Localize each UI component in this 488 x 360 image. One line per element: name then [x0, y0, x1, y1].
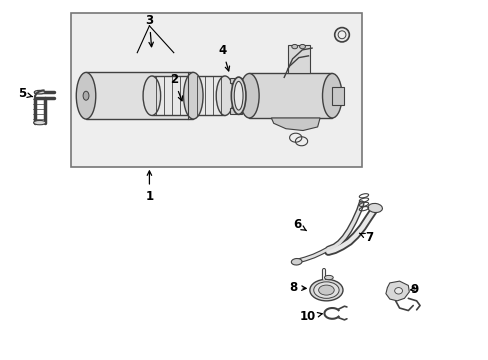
Polygon shape: [152, 76, 224, 116]
Ellipse shape: [309, 279, 342, 301]
Ellipse shape: [291, 44, 297, 49]
Ellipse shape: [183, 72, 203, 119]
Ellipse shape: [239, 73, 259, 118]
Polygon shape: [271, 118, 320, 131]
Text: 5: 5: [19, 87, 32, 100]
Ellipse shape: [216, 76, 233, 116]
Text: 3: 3: [145, 14, 153, 47]
Ellipse shape: [313, 282, 338, 298]
Text: 6: 6: [292, 218, 306, 231]
Ellipse shape: [34, 121, 46, 125]
Polygon shape: [331, 87, 344, 105]
Text: 7: 7: [359, 231, 372, 244]
Ellipse shape: [231, 77, 245, 114]
Ellipse shape: [83, 91, 89, 100]
Ellipse shape: [318, 285, 333, 295]
Bar: [71, 13, 361, 167]
Polygon shape: [288, 45, 310, 73]
Ellipse shape: [337, 31, 345, 39]
Ellipse shape: [34, 90, 45, 94]
Ellipse shape: [291, 258, 302, 265]
Text: 4: 4: [218, 44, 229, 71]
Polygon shape: [385, 281, 408, 301]
Text: 10: 10: [299, 310, 322, 324]
Polygon shape: [86, 72, 193, 119]
Ellipse shape: [234, 81, 243, 110]
Polygon shape: [249, 73, 331, 118]
Ellipse shape: [322, 73, 341, 118]
Text: 1: 1: [145, 171, 153, 203]
Ellipse shape: [143, 76, 160, 116]
Ellipse shape: [334, 28, 348, 42]
Text: 9: 9: [409, 283, 417, 296]
Ellipse shape: [394, 288, 402, 294]
Ellipse shape: [299, 44, 305, 49]
Ellipse shape: [76, 72, 96, 119]
Ellipse shape: [324, 275, 332, 280]
Polygon shape: [229, 78, 242, 114]
Text: 8: 8: [288, 281, 305, 294]
Ellipse shape: [367, 203, 382, 212]
Text: 2: 2: [169, 73, 182, 101]
